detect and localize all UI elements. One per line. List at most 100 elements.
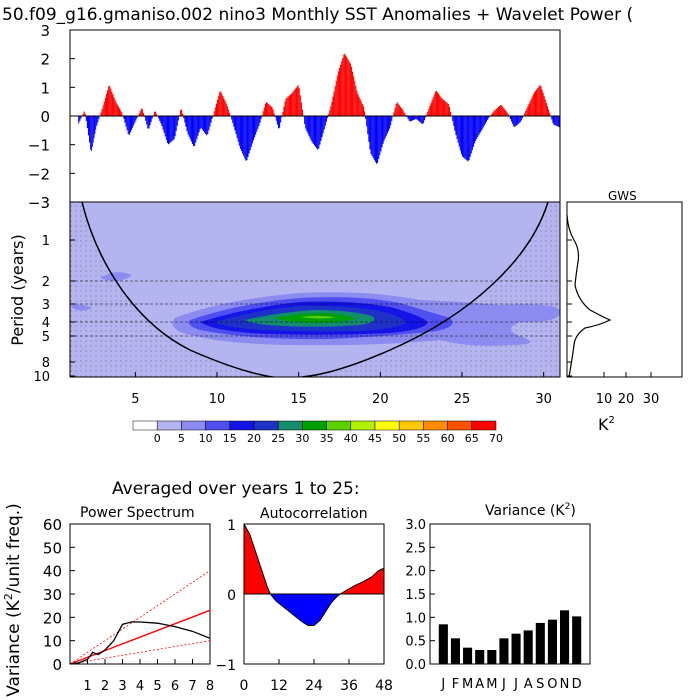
sst-anomaly-bar xyxy=(326,116,327,122)
sst-anomaly-bar xyxy=(551,116,552,120)
sst-anomaly-bar xyxy=(352,72,353,116)
sst-anomaly-bar xyxy=(453,116,454,126)
variance-bar xyxy=(451,638,460,664)
colorbar-label: 65 xyxy=(465,432,479,445)
wavelet-xtick-label: 5 xyxy=(131,392,139,407)
sst-anomaly-bar xyxy=(224,99,225,116)
ac-xtick-label: 36 xyxy=(340,678,358,694)
colorbar-label: 55 xyxy=(416,432,430,445)
sst-anomaly-bar xyxy=(424,116,425,120)
sst-anomaly-bar xyxy=(537,88,538,116)
colorbar-label: 0 xyxy=(154,432,161,445)
sst-anomaly-bar xyxy=(264,107,265,116)
sst-anomaly-bar xyxy=(414,116,415,120)
sst-anomaly-bar xyxy=(104,102,105,116)
power-spectrum-title: Power Spectrum xyxy=(80,505,195,521)
sst-anomaly-bar xyxy=(159,116,160,121)
sst-anomaly-bar xyxy=(527,106,528,116)
sst-anomaly-bar xyxy=(207,116,208,134)
colorbar-swatch xyxy=(448,421,472,430)
ps-xtick-label: 5 xyxy=(153,679,161,694)
sst-anomaly-bar xyxy=(397,102,398,116)
sst-anomaly-bar xyxy=(479,116,480,133)
gws-title: GWS xyxy=(608,189,637,203)
sst-anomaly-bar xyxy=(521,116,522,121)
sst-anomaly-bar xyxy=(443,100,444,116)
sst-anomaly-bar xyxy=(448,104,449,116)
sst-anomaly-bar xyxy=(361,101,362,116)
wavelet-ytick-label: 2 xyxy=(42,275,50,290)
colorbar-swatch xyxy=(327,421,351,430)
sst-anomaly-bar xyxy=(530,101,531,116)
sst-anomaly-bar xyxy=(219,92,220,116)
sst-anomaly-bar xyxy=(555,116,556,125)
variance-bar xyxy=(548,620,557,664)
sst-anomaly-bar xyxy=(198,116,199,132)
sst-anomaly-bar xyxy=(519,116,520,123)
colorbar-swatch xyxy=(157,421,181,430)
sst-anomaly-bar xyxy=(84,111,85,116)
sst-ytick-label: 0 xyxy=(40,108,50,126)
sst-anomaly-bar xyxy=(464,116,465,159)
sst-anomaly-bar xyxy=(422,116,423,124)
sst-anomaly-bar xyxy=(130,116,131,132)
sst-anomaly-bar xyxy=(110,89,111,116)
sst-anomaly-bar xyxy=(189,116,190,137)
sst-anomaly-bar xyxy=(335,86,336,116)
sst-anomaly-bar xyxy=(242,116,243,154)
sst-anomaly-bar xyxy=(129,116,130,135)
sst-anomaly-bar xyxy=(252,116,253,143)
colorbar-swatch xyxy=(278,421,302,430)
autocorrelation-segment xyxy=(308,594,314,626)
sst-anomaly-bar xyxy=(436,91,437,116)
sst-anomaly-bar xyxy=(437,92,438,116)
sst-anomaly-bar xyxy=(306,116,307,131)
sst-anomaly-bar xyxy=(377,116,378,163)
sst-anomaly-bar xyxy=(401,108,402,116)
sst-anomaly-bar xyxy=(503,108,504,116)
figure-title: 50.f09_g16.gmaniso.002 nino3 Monthly SST… xyxy=(2,5,633,25)
sst-anomaly-bar xyxy=(472,116,473,150)
wavelet-xtick-label: 25 xyxy=(454,392,471,407)
var-xtick-label: J xyxy=(440,677,445,692)
sst-anomaly-bar xyxy=(267,103,268,116)
autocorrelation-segment xyxy=(276,594,285,608)
sst-anomaly-bar xyxy=(494,111,495,116)
ps-xtick-label: 2 xyxy=(101,679,109,694)
sst-anomaly-bar xyxy=(305,116,306,129)
sst-anomaly-bar xyxy=(124,116,125,123)
sst-anomaly-bar xyxy=(222,96,223,116)
sst-anomaly-bar xyxy=(484,116,485,126)
sst-anomaly-bar xyxy=(474,116,475,143)
sst-anomaly-bar xyxy=(420,116,421,122)
sst-anomaly-bar xyxy=(441,98,442,116)
ps-xtick-label: 8 xyxy=(206,679,214,694)
sst-anomaly-bar xyxy=(447,103,448,116)
sst-anomaly-bar xyxy=(111,92,112,116)
variance-bar xyxy=(512,634,521,664)
sst-anomaly-bar xyxy=(116,103,117,116)
sst-ytick-label: 1 xyxy=(40,79,50,97)
colorbar-label: 70 xyxy=(489,432,503,445)
sst-anomaly-bar xyxy=(417,116,418,120)
sst-anomaly-bar xyxy=(331,102,332,116)
sst-anomaly-bar xyxy=(354,81,355,116)
colorbar-swatch xyxy=(472,421,496,430)
sst-anomaly-bar xyxy=(389,116,390,129)
sst-anomaly-bar xyxy=(381,116,382,148)
sst-ytick-label: −2 xyxy=(28,165,50,183)
colorbar-label: 5 xyxy=(178,432,185,445)
sst-anomaly-bar xyxy=(126,116,127,127)
sst-anomaly-bar xyxy=(120,110,121,116)
sst-anomaly-bar xyxy=(412,116,413,121)
var-ytick-label: 0.5 xyxy=(405,635,426,650)
sst-anomaly-bar xyxy=(165,116,166,136)
sst-anomaly-bar xyxy=(271,107,272,116)
sst-anomaly-bar xyxy=(270,106,271,116)
sst-anomaly-bar xyxy=(244,116,245,158)
variance-bar xyxy=(524,630,533,664)
sst-anomaly-bar xyxy=(338,71,339,116)
sst-anomaly-bar xyxy=(169,116,170,143)
sst-anomaly-panel: 3210−1−2−3 xyxy=(28,22,560,212)
sst-anomaly-bar xyxy=(287,97,288,116)
